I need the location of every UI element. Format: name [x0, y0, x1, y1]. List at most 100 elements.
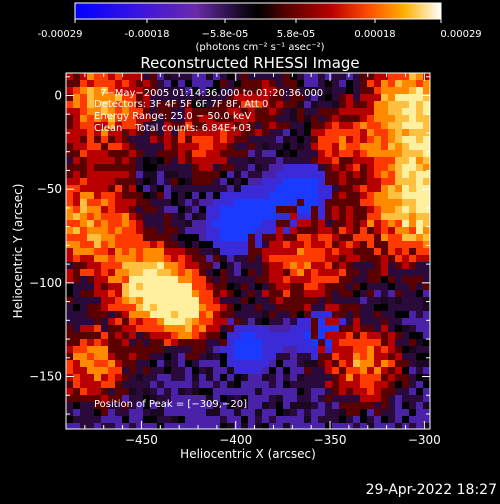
image-pixel — [101, 213, 108, 220]
image-pixel — [227, 283, 234, 290]
image-pixel — [80, 164, 87, 171]
image-pixel — [185, 325, 192, 332]
image-pixel — [94, 297, 101, 304]
image-pixel — [136, 318, 143, 325]
image-pixel — [353, 185, 360, 192]
peak-position-annotation: Position of Peak = [−309,−20] — [94, 399, 247, 410]
image-pixel — [108, 367, 115, 374]
image-pixel — [423, 346, 430, 353]
image-pixel — [199, 178, 206, 185]
image-pixel — [416, 304, 423, 311]
image-pixel — [332, 87, 339, 94]
image-pixel — [423, 297, 430, 304]
image-pixel — [171, 94, 178, 101]
image-pixel — [339, 178, 346, 185]
image-pixel — [87, 311, 94, 318]
image-pixel — [311, 283, 318, 290]
colorbar-tick-label-5: 0.00029 — [440, 29, 481, 40]
image-pixel — [73, 115, 80, 122]
image-pixel — [290, 339, 297, 346]
image-pixel — [150, 416, 157, 423]
image-pixel — [325, 136, 332, 143]
image-pixel — [101, 388, 108, 395]
image-pixel — [339, 171, 346, 178]
image-pixel — [297, 73, 304, 80]
image-pixel — [80, 409, 87, 416]
image-pixel — [402, 388, 409, 395]
image-pixel — [87, 255, 94, 262]
image-pixel — [283, 241, 290, 248]
image-pixel — [178, 227, 185, 234]
image-pixel — [206, 283, 213, 290]
image-pixel — [311, 360, 318, 367]
image-pixel — [234, 178, 241, 185]
image-pixel — [304, 143, 311, 150]
image-pixel — [248, 276, 255, 283]
image-pixel — [416, 241, 423, 248]
image-pixel — [360, 409, 367, 416]
image-pixel — [325, 143, 332, 150]
image-pixel — [150, 171, 157, 178]
image-pixel — [115, 402, 122, 409]
image-pixel — [402, 395, 409, 402]
image-pixel — [353, 339, 360, 346]
image-pixel — [283, 164, 290, 171]
image-pixel — [409, 101, 416, 108]
image-pixel — [269, 255, 276, 262]
image-pixel — [248, 213, 255, 220]
image-pixel — [157, 367, 164, 374]
image-pixel — [402, 304, 409, 311]
image-pixel — [164, 108, 171, 115]
image-pixel — [388, 255, 395, 262]
image-pixel — [157, 283, 164, 290]
image-pixel — [192, 178, 199, 185]
image-pixel — [234, 311, 241, 318]
image-pixel — [101, 101, 108, 108]
image-pixel — [206, 122, 213, 129]
image-pixel — [388, 241, 395, 248]
image-pixel — [416, 178, 423, 185]
image-pixel — [297, 248, 304, 255]
image-pixel — [108, 94, 115, 101]
image-pixel — [213, 276, 220, 283]
image-pixel — [248, 94, 255, 101]
image-pixel — [262, 178, 269, 185]
image-pixel — [178, 129, 185, 136]
colorbar-ticks — [74, 19, 442, 23]
image-pixel — [164, 339, 171, 346]
image-pixel — [115, 248, 122, 255]
image-pixel — [136, 143, 143, 150]
image-pixel — [409, 283, 416, 290]
image-pixel — [213, 325, 220, 332]
image-pixel — [122, 234, 129, 241]
image-pixel — [185, 80, 192, 87]
image-pixel — [80, 276, 87, 283]
image-pixel — [325, 185, 332, 192]
image-pixel — [80, 185, 87, 192]
image-pixel — [80, 143, 87, 150]
image-pixel — [122, 416, 129, 423]
image-pixel — [87, 241, 94, 248]
image-pixel — [157, 108, 164, 115]
image-pixel — [290, 325, 297, 332]
image-pixel — [290, 213, 297, 220]
image-pixel — [220, 192, 227, 199]
image-pixel — [192, 360, 199, 367]
image-pixel — [87, 94, 94, 101]
image-pixel — [332, 276, 339, 283]
image-pixel — [129, 402, 136, 409]
image-pixel — [318, 374, 325, 381]
image-pixel — [276, 178, 283, 185]
image-pixel — [199, 157, 206, 164]
image-pixel — [360, 115, 367, 122]
image-pixel — [416, 143, 423, 150]
image-pixel — [178, 241, 185, 248]
image-pixel — [304, 262, 311, 269]
image-pixel — [346, 269, 353, 276]
image-pixel — [325, 220, 332, 227]
image-pixel — [143, 402, 150, 409]
image-pixel — [423, 339, 430, 346]
image-pixel — [290, 290, 297, 297]
image-pixel — [381, 269, 388, 276]
image-pixel — [248, 108, 255, 115]
